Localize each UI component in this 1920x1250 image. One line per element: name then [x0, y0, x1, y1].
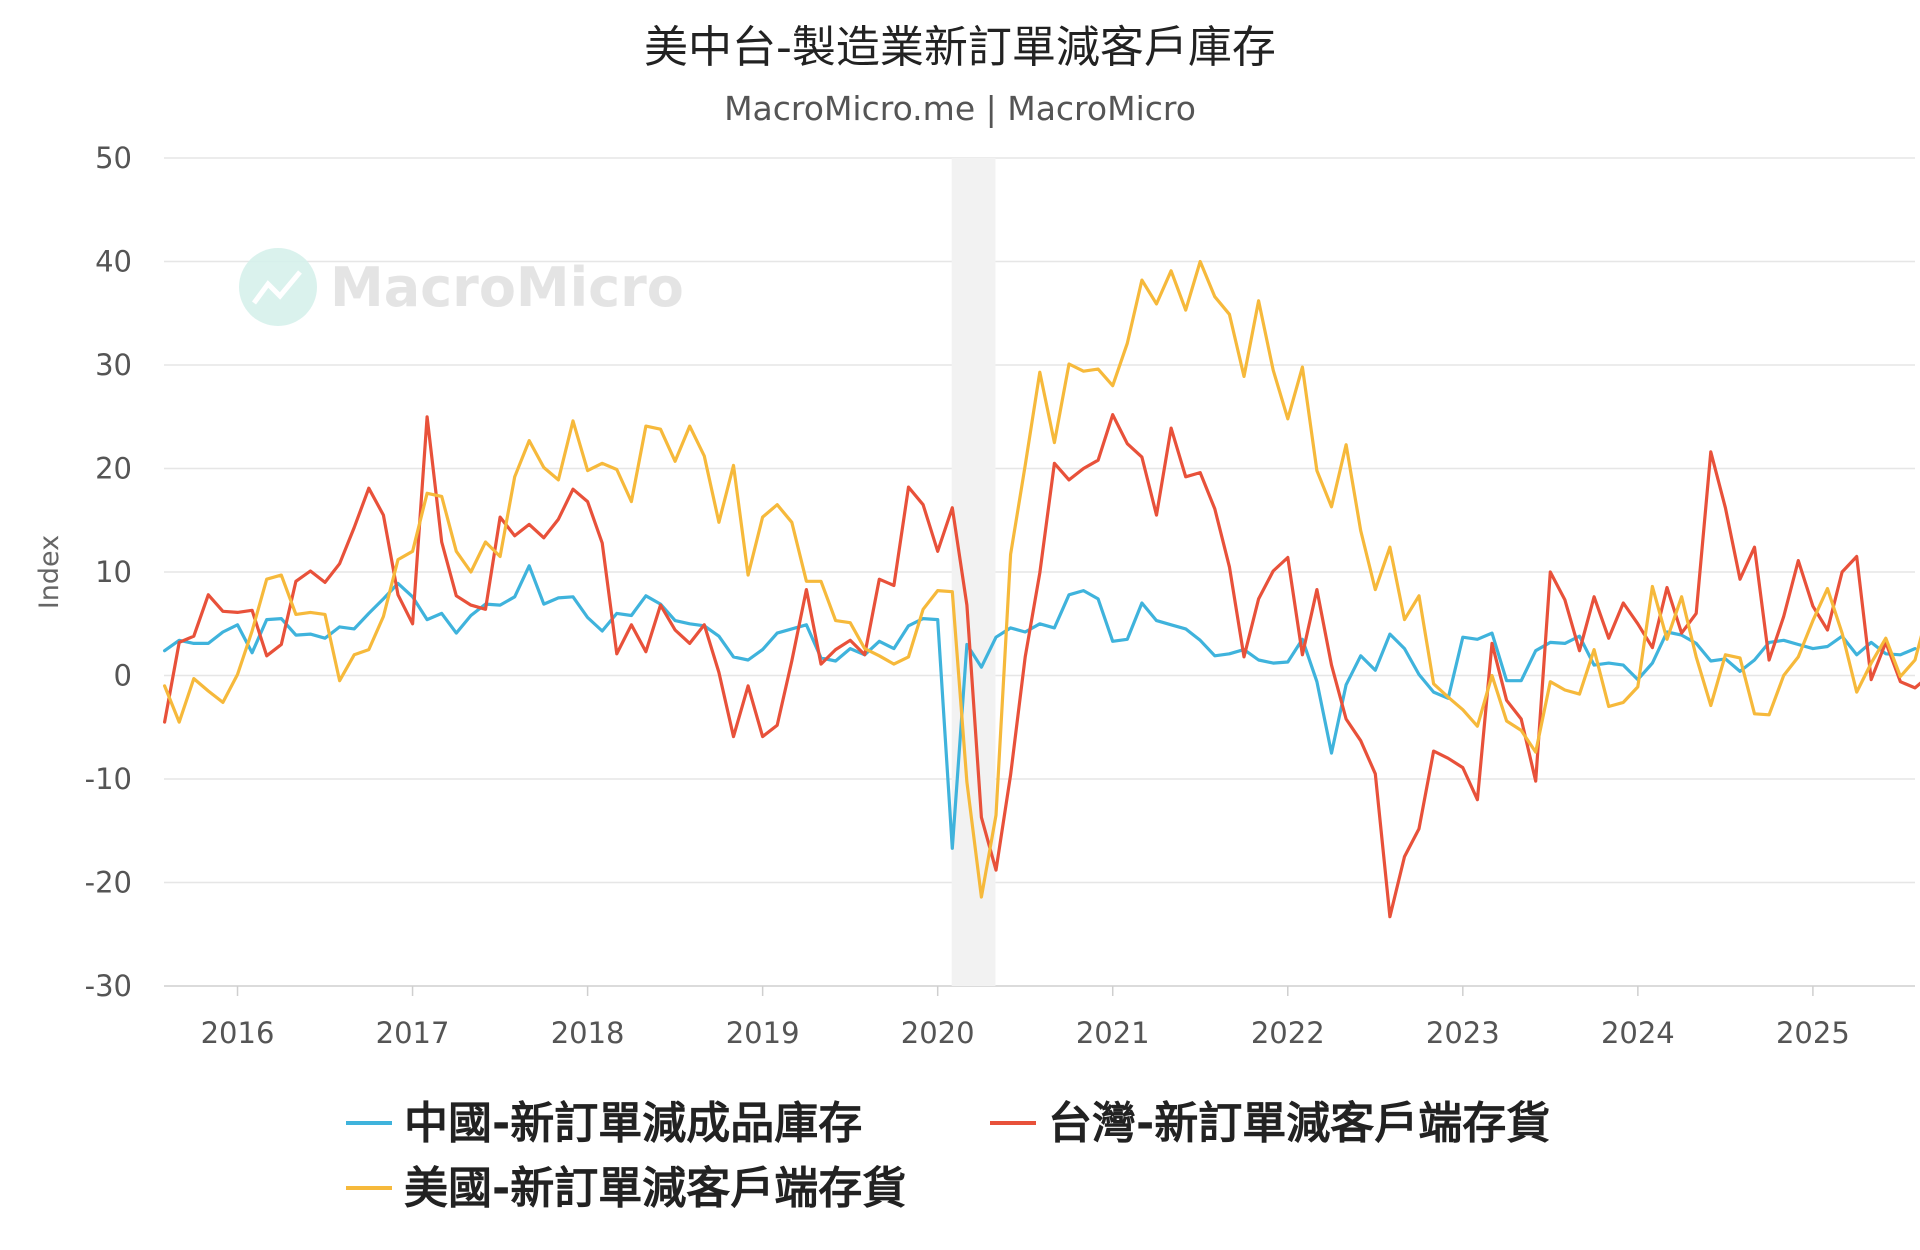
legend-label: 中國-新訂單減成品庫存	[404, 1098, 862, 1149]
legend-item-1[interactable]: 中國-新訂單減成品庫存	[346, 1098, 862, 1149]
chart-subtitle: MacroMicro.me | MacroMicro	[724, 89, 1196, 128]
y-tick-label: -30	[85, 969, 132, 1003]
y-tick-label: 10	[95, 555, 132, 589]
x-tick-label: 2022	[1251, 1016, 1325, 1050]
y-tick-label: 20	[95, 452, 132, 486]
watermark-text: MacroMicro	[330, 256, 684, 319]
y-axis-label: Index	[34, 535, 65, 609]
legend-item-2[interactable]: 台灣-新訂單減客戶端存貨	[990, 1098, 1550, 1149]
legend-item-3[interactable]: 美國-新訂單減客戶端存貨	[346, 1163, 906, 1214]
shaded-period-layer	[951, 158, 996, 986]
x-tick-label: 2025	[1776, 1016, 1850, 1050]
y-tick-label: 40	[95, 245, 132, 279]
y-tick-label: -10	[85, 762, 132, 796]
y-tick-label: 50	[95, 141, 132, 175]
x-tick-label: 2024	[1601, 1016, 1675, 1050]
x-tick-label: 2020	[901, 1016, 975, 1050]
series-lines	[163, 259, 1920, 919]
watermark-circle-icon	[239, 248, 317, 326]
chart-title: 美中台-製造業新訂單減客戶庫存	[644, 22, 1276, 73]
y-tick-labels: 50 40 30 20 10 0 -10 -20 -30	[85, 141, 132, 1003]
x-tick-label: 2019	[726, 1016, 800, 1050]
watermark-logo: MacroMicro	[239, 248, 684, 326]
series-line-3	[163, 259, 1920, 899]
legend-label: 美國-新訂單減客戶端存貨	[404, 1163, 906, 1214]
shaded-period	[951, 158, 996, 986]
x-tick-label: 2016	[201, 1016, 275, 1050]
x-tick-labels: 2016 2017 2018 2019 2020 2021 2022 2023 2024 2025	[201, 986, 1850, 1050]
x-tick-label: 2021	[1076, 1016, 1150, 1050]
x-tick-label: 2018	[551, 1016, 625, 1050]
series-line-1	[163, 564, 1917, 850]
y-tick-label: 30	[95, 348, 132, 382]
legend-label: 台灣-新訂單減客戶端存貨	[1048, 1098, 1550, 1149]
x-tick-label: 2017	[376, 1016, 450, 1050]
series-line-2	[163, 413, 1920, 919]
x-tick-label: 2023	[1426, 1016, 1500, 1050]
y-tick-label: -20	[85, 866, 132, 900]
y-tick-label: 0	[114, 659, 132, 693]
watermark-chart-icon	[251, 270, 302, 305]
